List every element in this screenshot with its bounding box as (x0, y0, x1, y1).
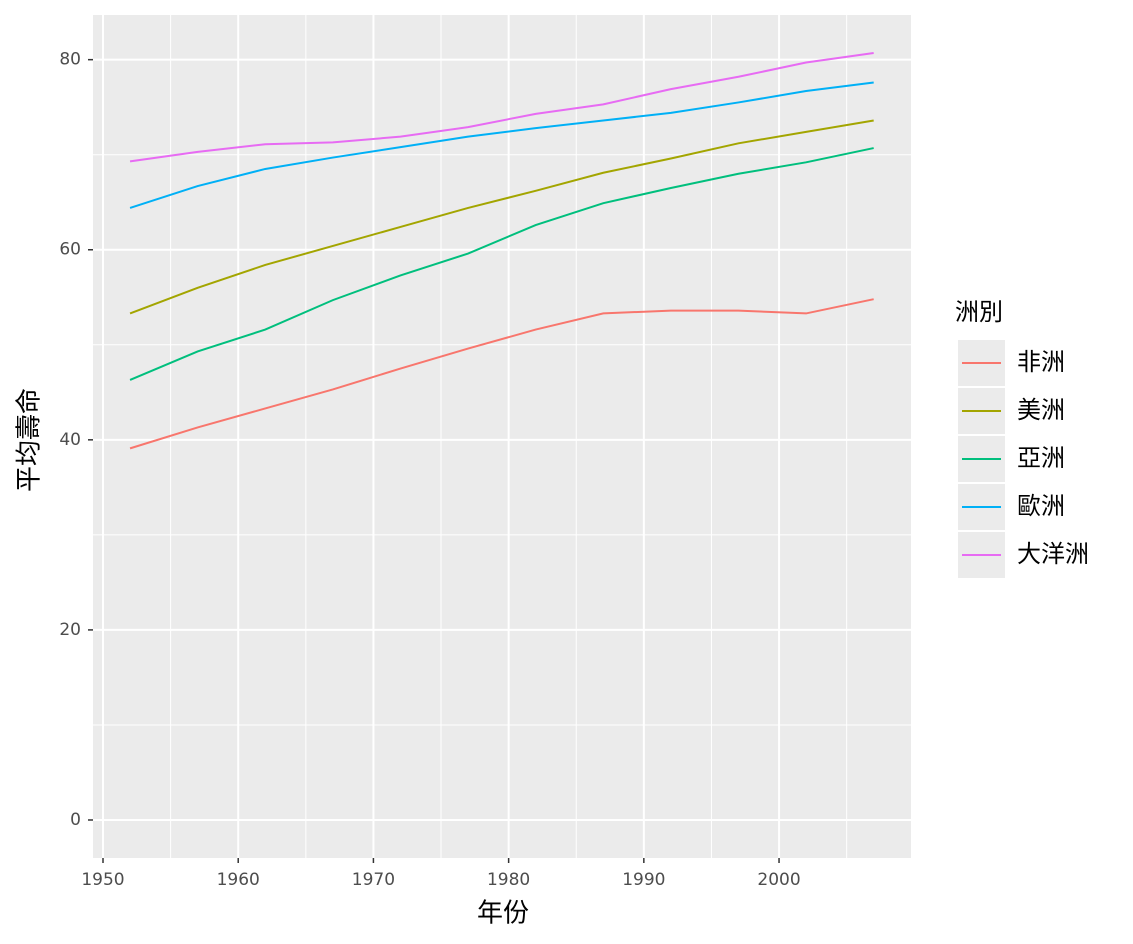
panel (93, 15, 911, 858)
y-tick-label: 80 (59, 50, 81, 70)
x-tick-label: 2000 (757, 870, 800, 890)
x-tick-label: 1970 (352, 870, 395, 890)
legend-label: 歐洲 (1017, 492, 1065, 520)
y-tick-label: 0 (70, 810, 81, 830)
line (129, 52, 874, 163)
y-tick-label: 60 (59, 240, 81, 260)
x-tick-label: 1980 (487, 870, 530, 890)
line (129, 81, 874, 209)
legend-label: 大洋洲 (1017, 540, 1089, 568)
x-tick-label: 1950 (81, 870, 124, 890)
line (129, 147, 874, 381)
y-tick-label: 20 (59, 620, 81, 640)
legend-label: 非洲 (1017, 348, 1065, 376)
legend-label: 美洲 (1017, 396, 1065, 424)
legend-title: 洲別 (955, 298, 1003, 326)
line (129, 298, 874, 450)
y-tick-label: 40 (59, 430, 81, 450)
x-axis-title: 年份 (477, 899, 529, 929)
x-tick-label: 1960 (217, 870, 260, 890)
legend-label: 亞洲 (1017, 444, 1065, 472)
lines (129, 52, 874, 450)
grid (93, 15, 911, 858)
line (129, 119, 874, 315)
y-axis-title: 平均壽命 (15, 388, 45, 492)
x-tick-label: 1990 (622, 870, 665, 890)
